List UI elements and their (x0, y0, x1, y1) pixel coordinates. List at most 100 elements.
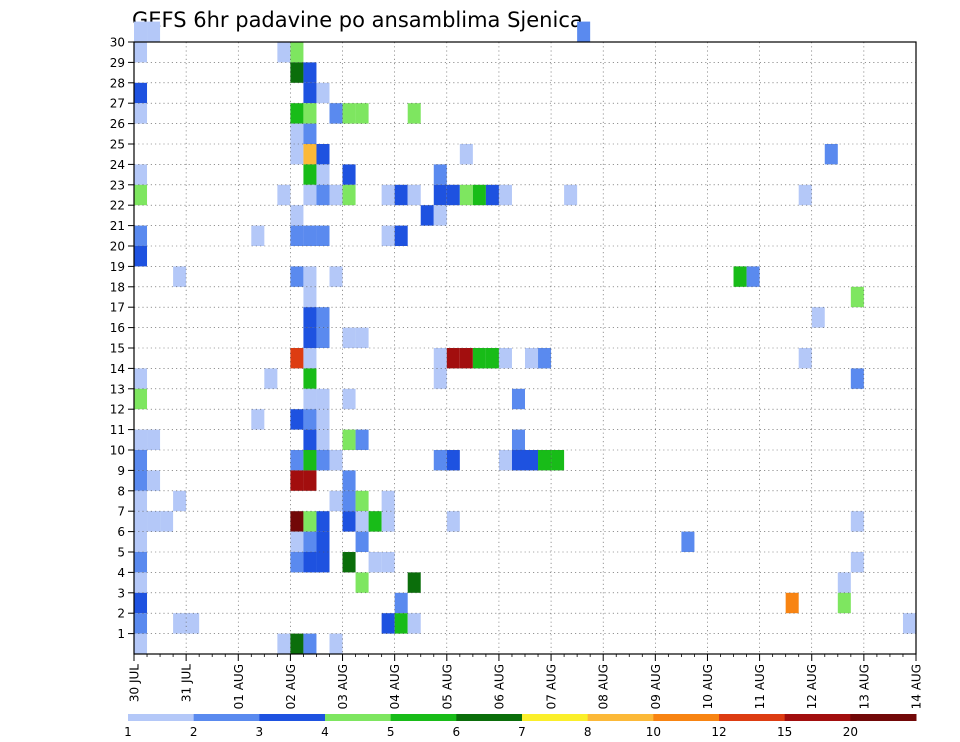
heatmap-cell (134, 531, 148, 552)
heatmap-cell (303, 266, 317, 287)
heatmap-cell (355, 490, 369, 512)
heatmap-cell (329, 266, 343, 287)
heatmap-cell (134, 592, 148, 614)
heatmap-cell (147, 511, 161, 532)
heatmap-cell (134, 246, 148, 267)
heatmap-cell (394, 592, 408, 614)
y-tick-label: 10 (110, 444, 125, 458)
heatmap-cell (329, 450, 343, 471)
heatmap-cell (577, 21, 591, 42)
y-tick-label: 3 (117, 586, 125, 600)
heatmap-cell (290, 144, 304, 165)
x-tick-label: 09 AUG (649, 664, 663, 709)
heatmap-cell (329, 103, 343, 124)
colorbar-label: 10 (646, 725, 661, 739)
heatmap-cell (290, 531, 304, 552)
heatmap-cell (538, 450, 552, 471)
heatmap-cell (264, 368, 278, 389)
heatmap-cell (316, 388, 330, 410)
heatmap-cell (824, 144, 838, 165)
heatmap-cell (342, 184, 356, 206)
heatmap-cell (342, 490, 356, 512)
colorbar-label: 3 (256, 725, 264, 739)
heatmap-cell (394, 225, 408, 246)
heatmap-cell (147, 470, 161, 491)
heatmap-cell (342, 164, 356, 185)
heatmap-cell (433, 164, 447, 185)
heatmap-cell (850, 552, 864, 573)
heatmap-cell (316, 429, 330, 450)
colorbar-legend: 1 2 3 4 5 6 7 8 10 12 15 20 (124, 714, 917, 739)
heatmap-cell (316, 327, 330, 348)
heatmap-cell (355, 429, 369, 450)
heatmap-cell (290, 633, 304, 654)
y-tick-label: 21 (110, 219, 125, 233)
colorbar-label: 1 (124, 725, 132, 739)
x-tick-label: 31 JUL (180, 664, 194, 702)
x-tick-label: 12 AUG (805, 664, 819, 709)
y-tick-label: 12 (110, 403, 125, 417)
y-tick-label: 14 (110, 362, 125, 376)
colorbar-label: 15 (777, 725, 792, 739)
heatmap-cell (316, 184, 330, 206)
heatmap-cell (316, 225, 330, 246)
colorbar-swatch (456, 714, 523, 721)
heatmap-cell (303, 307, 317, 328)
heatmap-cell (733, 266, 747, 287)
heatmap-cell (290, 42, 304, 63)
heatmap-cell (134, 572, 148, 593)
heatmap-cell (290, 62, 304, 83)
heatmap-cell (355, 572, 369, 593)
heatmap-cell (381, 613, 395, 634)
y-tick-label: 2 (117, 607, 125, 621)
y-tick-label: 13 (110, 382, 125, 396)
heatmap-cell (134, 103, 148, 124)
heatmap-cell (459, 348, 473, 369)
heatmap-cell (134, 633, 148, 654)
heatmap-cell (134, 552, 148, 573)
x-tick-label: 06 AUG (492, 664, 506, 709)
heatmap-cell (303, 62, 317, 83)
heatmap-cell (472, 348, 486, 369)
heatmap-cell (381, 225, 395, 246)
colorbar-label: 8 (584, 725, 592, 739)
heatmap-cell (407, 184, 421, 206)
heatmap-cell (316, 450, 330, 471)
heatmap-cell (277, 42, 291, 63)
heatmap-cell (134, 42, 148, 63)
heatmap-cell (355, 511, 369, 532)
y-tick-label: 15 (110, 342, 125, 356)
x-tick-label: 01 AUG (232, 664, 246, 709)
heatmap-cell (342, 470, 356, 491)
heatmap-cell (681, 531, 695, 552)
heatmap-cell (290, 450, 304, 471)
y-tick-label: 11 (110, 423, 125, 437)
heatmap-cell (485, 348, 499, 369)
y-tick-label: 23 (110, 178, 125, 192)
grid-lines (134, 42, 916, 654)
heatmap-cell (746, 266, 760, 287)
colorbar-swatch (325, 714, 392, 721)
heatmap-cell (394, 184, 408, 206)
x-axis: 30 JUL 31 JUL 01 AUG 02 AUG 03 AUG 04 AUG 05 A… (128, 654, 924, 709)
heatmap-cell (433, 184, 447, 206)
colorbar-swatch (850, 714, 917, 721)
x-tick-label: 07 AUG (545, 664, 559, 709)
colorbar-swatch (719, 714, 786, 721)
heatmap-cell (329, 184, 343, 206)
heatmap-cell (290, 348, 304, 369)
heatmap-cell (394, 613, 408, 634)
heatmap-cell (134, 82, 148, 104)
colorbar-swatch (653, 714, 720, 721)
x-tick-label: 30 JUL (128, 664, 142, 702)
y-tick-label: 6 (117, 525, 125, 539)
heatmap-cell (381, 511, 395, 532)
colorbar-label: 12 (711, 725, 726, 739)
heatmap-cell (303, 103, 317, 124)
heatmap-cell (342, 388, 356, 410)
y-tick-label: 22 (110, 199, 125, 213)
heatmap-cell (303, 286, 317, 308)
heatmap-cells (134, 21, 916, 654)
heatmap-cell (134, 225, 148, 246)
heatmap-cell (290, 103, 304, 124)
